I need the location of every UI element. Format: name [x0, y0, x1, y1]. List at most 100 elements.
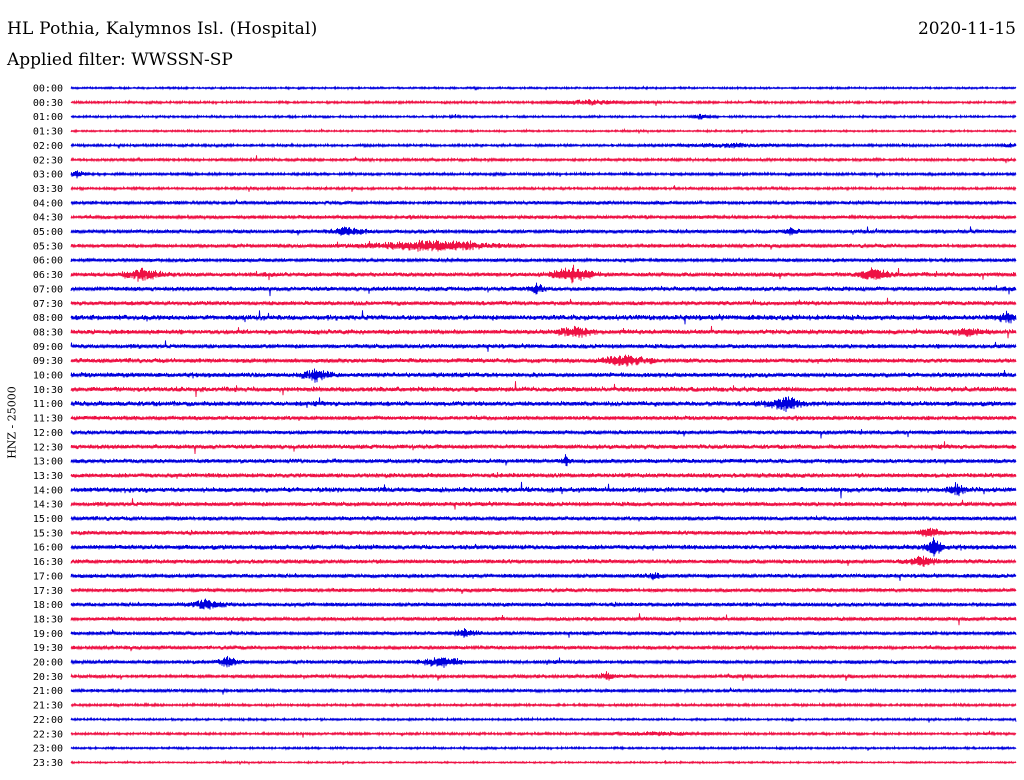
row-time-label: 07:30	[33, 299, 63, 310]
trace-line	[70, 155, 1017, 164]
trace-line	[70, 687, 1017, 695]
trace-line	[70, 297, 1017, 307]
row-time-label: 23:30	[33, 758, 63, 769]
row-time-label: 15:00	[33, 514, 63, 525]
record-date: 2020-11-15	[917, 19, 1016, 39]
trace-line	[70, 613, 1017, 626]
row-time-label: 02:30	[33, 155, 63, 166]
trace-line	[70, 381, 1017, 397]
row-time-label: 11:30	[33, 414, 63, 425]
row-time-label: 14:00	[33, 485, 63, 496]
trace-line	[70, 441, 1017, 455]
row-time-label: 18:00	[33, 600, 63, 611]
trace-line	[70, 454, 1017, 467]
trace-line	[70, 257, 1017, 264]
row-time-label: 23:00	[33, 744, 63, 755]
trace-line	[70, 85, 1017, 91]
trace-line	[70, 515, 1017, 522]
row-time-label: 17:30	[33, 586, 63, 597]
row-time-label: 20:30	[33, 672, 63, 683]
trace-line	[70, 142, 1017, 149]
trace-line	[70, 572, 1017, 581]
row-time-label: 17:00	[33, 571, 63, 582]
row-time-label: 08:00	[33, 313, 63, 324]
row-time-label: 12:30	[33, 442, 63, 453]
row-time-label: 06:30	[33, 270, 63, 281]
trace-line	[70, 498, 1017, 510]
trace-line	[70, 340, 1017, 352]
row-time-label: 02:00	[33, 141, 63, 152]
filter-label: Applied filter: WWSSN-SP	[7, 50, 233, 70]
trace-line	[70, 213, 1017, 221]
trace-line	[70, 537, 1017, 557]
row-time-label: 01:30	[33, 127, 63, 138]
row-time-label: 21:00	[33, 686, 63, 697]
trace-line	[70, 354, 1017, 367]
trace-line	[70, 472, 1017, 479]
trace-line	[70, 113, 1017, 120]
row-time-label: 19:00	[33, 629, 63, 640]
row-time-label: 00:30	[33, 98, 63, 109]
trace-line	[70, 429, 1017, 439]
trace-line	[70, 170, 1017, 179]
trace-line	[70, 310, 1017, 325]
trace-line	[70, 264, 1017, 284]
row-time-label: 16:30	[33, 557, 63, 568]
row-time-label: 16:00	[33, 543, 63, 554]
row-time-label: 10:00	[33, 371, 63, 382]
trace-line	[70, 185, 1017, 192]
trace-line	[70, 325, 1017, 339]
trace-line	[70, 730, 1017, 738]
row-time-label: 05:30	[33, 241, 63, 252]
trace-line	[70, 671, 1017, 681]
trace-line	[70, 226, 1017, 236]
trace-line	[70, 414, 1017, 422]
row-time-label: 22:30	[33, 729, 63, 740]
row-time-label: 07:00	[33, 284, 63, 295]
row-time-label: 04:30	[33, 213, 63, 224]
row-time-label: 00:00	[33, 84, 63, 95]
trace-line	[70, 759, 1017, 766]
row-time-label: 03:30	[33, 184, 63, 195]
trace-line	[70, 239, 1017, 252]
trace-line	[70, 716, 1017, 723]
trace-line	[70, 628, 1017, 638]
trace-line	[70, 598, 1017, 610]
row-time-label: 09:00	[33, 342, 63, 353]
station-title: HL Pothia, Kalymnos Isl. (Hospital)	[7, 19, 318, 39]
row-time-label: 05:00	[33, 227, 63, 238]
row-time-label: 18:30	[33, 614, 63, 625]
row-time-label: 04:00	[33, 198, 63, 209]
row-time-label: 13:30	[33, 471, 63, 482]
row-time-label: 20:00	[33, 658, 63, 669]
trace-line	[70, 555, 1017, 568]
trace-line	[70, 99, 1017, 106]
row-time-label: 14:30	[33, 500, 63, 511]
row-time-label: 09:30	[33, 356, 63, 367]
row-time-label: 08:30	[33, 327, 63, 338]
row-time-label: 06:00	[33, 256, 63, 267]
trace-line	[70, 396, 1017, 413]
row-time-label: 01:00	[33, 112, 63, 123]
trace-line	[70, 199, 1017, 207]
row-time-label: 21:30	[33, 701, 63, 712]
trace-line	[70, 587, 1017, 595]
row-time-label: 13:00	[33, 457, 63, 468]
trace-line	[70, 655, 1017, 668]
trace-line	[70, 644, 1017, 652]
trace-line	[70, 127, 1017, 135]
row-time-label: 15:30	[33, 528, 63, 539]
row-time-label: 12:00	[33, 428, 63, 439]
row-time-label: 22:00	[33, 715, 63, 726]
trace-line	[70, 282, 1017, 297]
trace-line	[70, 701, 1017, 709]
row-time-label: 10:30	[33, 385, 63, 396]
trace-line	[70, 368, 1017, 383]
trace-line	[70, 527, 1017, 538]
trace-line	[70, 481, 1017, 499]
row-time-label: 19:30	[33, 643, 63, 654]
row-time-label: 11:00	[33, 399, 63, 410]
trace-line	[70, 745, 1017, 751]
row-time-label: 03:00	[33, 170, 63, 181]
